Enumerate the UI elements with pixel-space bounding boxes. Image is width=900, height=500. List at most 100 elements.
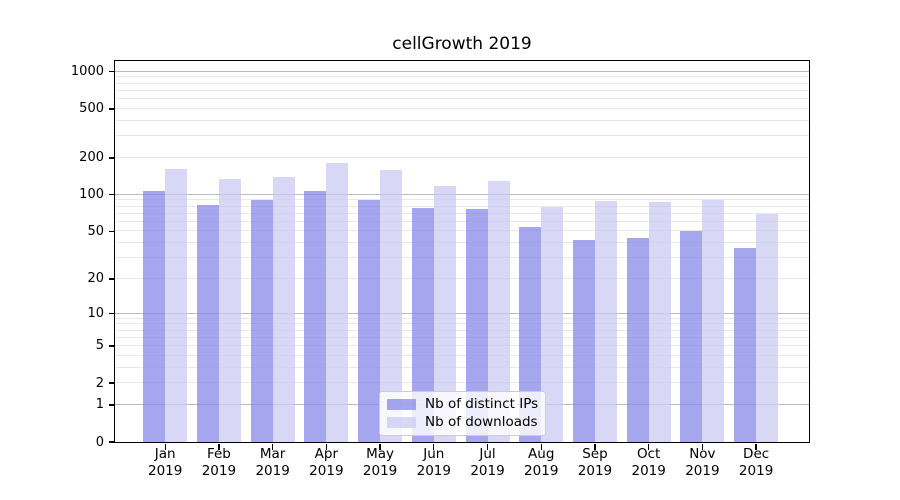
plot-area: Nb of distinct IPs Nb of downloads 0 1 2 5 1…	[71, 60, 810, 479]
gridline-minor	[115, 199, 809, 201]
gridline-minor	[115, 220, 809, 222]
y-axis-tick	[108, 312, 114, 315]
bar-downloads-apr	[326, 163, 349, 442]
bar-distinct-ips-nov	[680, 231, 703, 442]
y-axis-tick-label: 0	[95, 434, 104, 450]
legend-swatch-distinct-ips	[387, 399, 416, 410]
y-axis-tick	[108, 108, 114, 110]
y-axis-tick-label: 5	[95, 338, 104, 354]
y-axis-tick-label: 20	[87, 271, 104, 287]
bar-downloads-sep	[594, 200, 617, 442]
gridline-minor	[115, 256, 809, 258]
y-axis-tick-label: 2	[95, 375, 104, 391]
bar-distinct-ips-sep	[572, 240, 595, 442]
bar-downloads-may	[380, 169, 403, 442]
bar-downloads-jul	[487, 180, 510, 442]
y-axis-tick	[108, 157, 114, 159]
x-axis-tick-label: Mar 2019	[255, 446, 290, 479]
legend: Nb of distinct IPs Nb of downloads	[379, 391, 546, 436]
bar-downloads-dec	[756, 213, 779, 442]
gridline-minor	[115, 119, 809, 121]
gridline-minor	[115, 212, 809, 214]
x-axis-tick	[701, 443, 704, 450]
y-axis-tick	[108, 404, 114, 406]
chart-title: cellGrowth 2019	[392, 34, 532, 54]
legend-label-downloads: Nb of downloads	[425, 414, 538, 430]
x-axis-tick	[325, 443, 328, 450]
y-axis-tick-label: 500	[79, 101, 104, 117]
bar-distinct-ips-mar	[250, 200, 273, 442]
y-axis-tick-label: 10	[87, 306, 104, 321]
x-axis-tick	[540, 443, 542, 450]
y-axis-tick-label: 200	[79, 150, 104, 166]
x-axis-tick	[433, 443, 435, 450]
bar-distinct-ips-jan	[143, 191, 166, 442]
gridline-minor	[115, 205, 809, 207]
x-axis-tick	[486, 443, 489, 450]
x-axis-tick	[755, 443, 757, 450]
gridline-minor	[115, 344, 809, 346]
bar-downloads-oct	[648, 202, 671, 442]
y-axis-tick-label: 100	[79, 187, 104, 203]
gridline-minor	[115, 107, 809, 109]
gridline-minor	[115, 76, 809, 78]
y-axis-tick-label: 1	[95, 397, 104, 413]
bar-distinct-ips-apr	[304, 190, 327, 442]
gridline-minor	[115, 277, 809, 279]
x-axis-tick-label: Apr 2019	[309, 446, 344, 479]
y-axis-tick	[108, 441, 114, 443]
bar-distinct-ips-feb	[196, 205, 219, 442]
bar-downloads-mar	[272, 177, 295, 442]
gridline-minor	[115, 89, 809, 91]
x-axis-tick	[271, 443, 274, 450]
gridline-major	[115, 193, 809, 195]
gridline-minor	[115, 382, 809, 384]
legend-item-distinct-ips: Nb of distinct IPs	[387, 396, 538, 413]
x-axis-tick	[594, 443, 596, 450]
gridline-minor	[115, 156, 809, 158]
x-axis-tick	[164, 443, 166, 450]
gridline-minor	[115, 241, 809, 243]
gridline-major	[115, 70, 809, 72]
x-axis-tick-label: Oct 2019	[631, 446, 666, 479]
legend-item-downloads: Nb of downloads	[387, 414, 538, 431]
y-axis-tick-label: 50	[87, 223, 104, 239]
legend-label-distinct-ips: Nb of distinct IPs	[425, 396, 539, 412]
gridline-minor	[115, 366, 809, 368]
x-axis-tick-label: Jan 2019	[148, 446, 183, 479]
gridline-minor	[115, 317, 809, 319]
x-axis-tick	[379, 443, 381, 450]
x-axis-tick-label: Sep 2019	[577, 446, 613, 479]
gridline-major	[115, 312, 809, 314]
gridline-minor	[115, 135, 809, 137]
gridline-minor	[115, 354, 809, 356]
gridline-minor	[115, 82, 809, 84]
x-axis-tick	[647, 443, 650, 450]
bar-downloads-aug	[541, 206, 564, 442]
x-axis-tick	[218, 443, 220, 450]
bar-downloads-jun	[433, 185, 456, 442]
bar-distinct-ips-aug	[519, 227, 542, 442]
gridline-minor	[115, 323, 809, 325]
x-axis-tick-label: Nov 2019	[685, 446, 720, 479]
gridline-minor	[115, 329, 809, 331]
x-axis-tick-label: Jun 2019	[416, 446, 451, 479]
bar-downloads-feb	[218, 179, 241, 442]
bar-distinct-ips-dec	[734, 248, 757, 442]
bar-downloads-nov	[702, 199, 725, 442]
gridline-minor	[115, 336, 809, 338]
x-axis-tick-label: Dec 2019	[738, 446, 774, 479]
x-axis-tick-label: Aug 2019	[524, 446, 559, 479]
y-axis-tick	[108, 193, 114, 196]
gridline-minor	[115, 98, 809, 100]
y-axis-tick	[108, 230, 114, 232]
x-axis-tick-label: May 2019	[362, 446, 398, 479]
bar-distinct-ips-oct	[626, 238, 649, 442]
y-axis-tick	[108, 382, 114, 384]
y-axis-tick-label: 1000	[70, 64, 104, 80]
bar-distinct-ips-jul	[465, 208, 488, 442]
bar-distinct-ips-may	[358, 199, 381, 442]
bar-downloads-jan	[165, 168, 188, 442]
x-axis-tick-label: Jul 2019	[470, 446, 505, 479]
